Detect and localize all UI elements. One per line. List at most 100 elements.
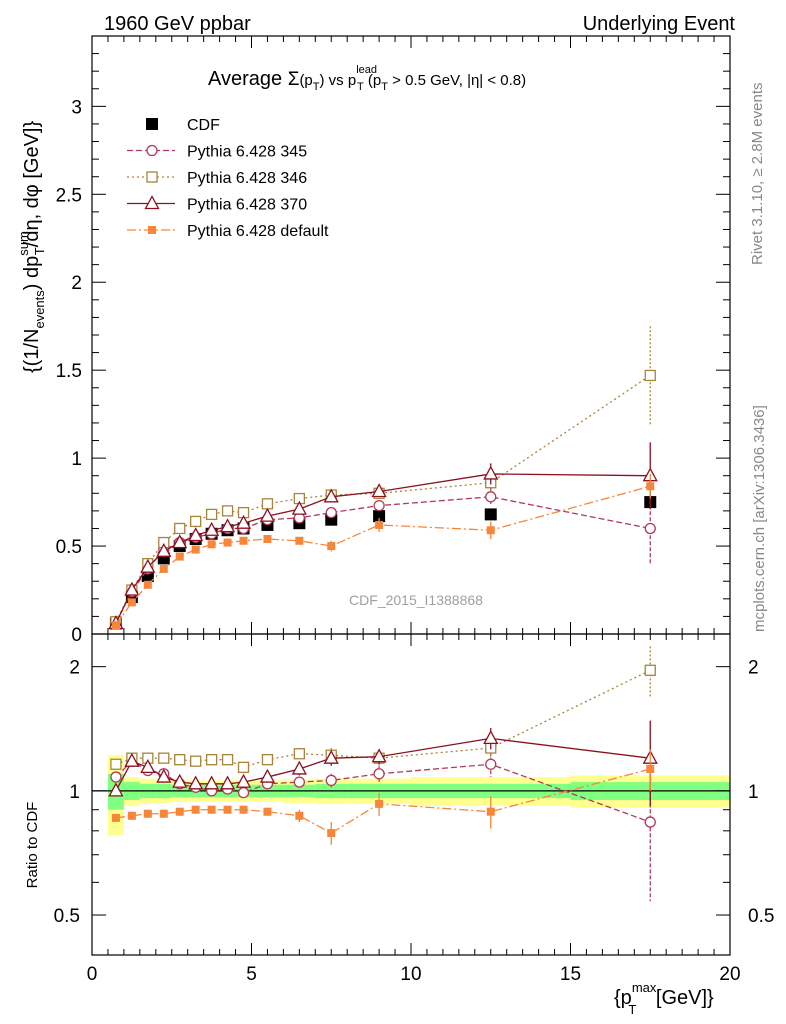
- legend-marker: [146, 144, 158, 157]
- x-axis-label: {pmax T [GeV]}: [614, 980, 714, 1017]
- data-point: [323, 749, 339, 764]
- main-series-pythia-6-428-346: [110, 326, 656, 628]
- x-tick-label: 15: [560, 964, 581, 985]
- data-point: [373, 510, 386, 523]
- data-point: [219, 518, 236, 533]
- data-point: [237, 786, 250, 799]
- data-point: [325, 774, 337, 787]
- legend-label: Pythia 6.428 346: [187, 170, 307, 187]
- legend-marker: [148, 226, 156, 234]
- data-point: [323, 488, 339, 503]
- data-point: [486, 807, 495, 816]
- data-point: [237, 761, 250, 774]
- data-point: [124, 581, 140, 596]
- data-point: [188, 775, 204, 790]
- data-point: [207, 805, 216, 814]
- main-y-tick-label: 0.5: [56, 537, 82, 558]
- data-point: [485, 758, 497, 770]
- data-point: [140, 759, 156, 774]
- rivet-version-label: Rivet 3.1.10, ≥ 2.8M events: [749, 83, 766, 266]
- legend: CDF Pythia 6.428 345 Pythia 6.428 346 Pythi…: [127, 117, 329, 240]
- legend-marker: [144, 195, 160, 210]
- data-point: [373, 499, 385, 512]
- data-point: [191, 805, 200, 814]
- data-point: [158, 752, 170, 764]
- data-point: [644, 522, 656, 535]
- legend-entry: Pythia 6.428 default: [127, 223, 329, 240]
- analysis-watermark: CDF_2015_I1388868: [349, 592, 483, 608]
- data-point: [207, 540, 216, 549]
- data-point: [325, 506, 337, 519]
- data-point: [646, 482, 655, 491]
- data-point: [235, 773, 252, 788]
- data-point: [291, 500, 307, 515]
- data-point: [327, 829, 336, 838]
- main-y-tick-label: 1: [71, 449, 82, 470]
- data-point: [111, 621, 120, 630]
- data-point: [327, 542, 336, 551]
- data-point: [124, 752, 140, 767]
- ratio-y-tick-label-right: 0.5: [748, 906, 774, 927]
- data-point: [235, 514, 252, 529]
- data-point: [239, 805, 248, 814]
- data-point: [127, 598, 136, 607]
- data-point: [293, 776, 306, 788]
- data-point: [483, 465, 499, 480]
- header-left: 1960 GeV ppbar: [104, 13, 251, 35]
- data-point: [110, 758, 122, 770]
- legend-entry: Pythia 6.428 346: [127, 170, 307, 187]
- legend-label: Pythia 6.428 345: [187, 144, 307, 161]
- ratio-series-pythia-6-428-default: [111, 749, 655, 845]
- legend-label: Pythia 6.428 370: [187, 197, 307, 214]
- data-point: [291, 760, 307, 775]
- header-right: Underlying Event: [583, 13, 736, 35]
- data-point: [484, 508, 497, 521]
- data-point: [263, 535, 272, 544]
- data-point: [644, 816, 656, 828]
- main-series-cdf: [109, 495, 657, 630]
- main-y-tick-label: 2: [71, 273, 82, 294]
- data-point: [172, 534, 188, 549]
- main-y-tick-label: 1.5: [56, 361, 82, 382]
- data-point: [239, 536, 248, 545]
- legend-marker: [146, 171, 158, 183]
- legend-label: CDF: [187, 117, 220, 134]
- data-point: [156, 542, 172, 557]
- data-point: [110, 771, 122, 783]
- ratio-y-axis-label: Ratio to CDF: [24, 802, 41, 889]
- main-title: Average Σ(pT) vs plead T (pT > 0.5 GeV, |…: [208, 64, 526, 93]
- data-point: [174, 522, 186, 535]
- data-point: [127, 811, 136, 820]
- data-point: [223, 538, 232, 547]
- series-line: [115, 768, 651, 834]
- main-y-axis-label: {(1/Nevents) dpsumT/dη, dφ [GeV]}: [16, 121, 47, 373]
- legend-entry: Pythia 6.428 345: [127, 144, 307, 161]
- data-point: [373, 768, 385, 780]
- data-point: [159, 564, 168, 573]
- data-point: [143, 809, 152, 818]
- data-point: [483, 730, 499, 745]
- legend-entry: Pythia 6.428 370: [127, 195, 307, 214]
- data-point: [156, 768, 172, 783]
- data-point: [644, 664, 656, 676]
- x-tick-label: 10: [400, 964, 421, 985]
- main-y-tick-label: 0: [71, 625, 82, 646]
- data-point: [221, 505, 234, 517]
- legend-entry: CDF: [146, 117, 220, 134]
- data-point: [259, 768, 276, 783]
- data-point: [371, 483, 387, 498]
- data-point: [295, 536, 304, 545]
- data-point: [295, 811, 304, 820]
- data-point: [485, 491, 497, 503]
- data-point: [175, 807, 184, 816]
- data-point: [188, 527, 204, 542]
- data-point: [263, 807, 272, 816]
- main-series-pythia-6-428-370: [108, 442, 658, 630]
- data-point: [646, 764, 655, 773]
- legend-label: Pythia 6.428 default: [187, 223, 329, 240]
- data-point: [223, 805, 232, 814]
- main-series-pythia-6-428-default: [111, 473, 655, 630]
- data-point: [261, 498, 274, 510]
- data-point: [190, 755, 202, 767]
